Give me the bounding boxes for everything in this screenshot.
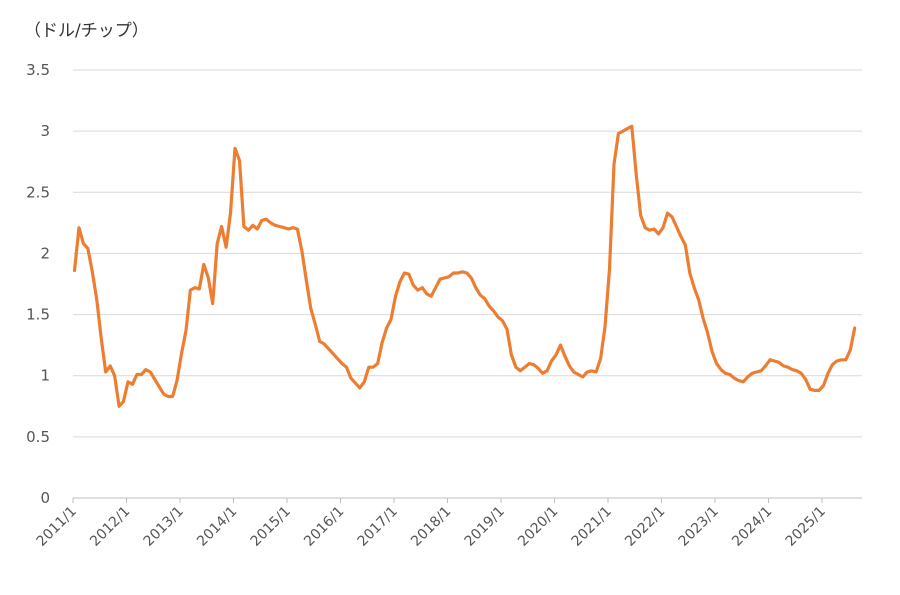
x-tick-label: 2024/1 bbox=[729, 504, 775, 550]
gridlines bbox=[73, 69, 862, 438]
x-tick-label: 2021/1 bbox=[569, 504, 615, 550]
x-tick-label: 2022/1 bbox=[622, 504, 668, 550]
y-tick-label: 0 bbox=[40, 489, 50, 507]
y-tick-label: 3.5 bbox=[26, 61, 50, 79]
x-tick-label: 2013/1 bbox=[141, 504, 187, 550]
x-tick-label: 2017/1 bbox=[355, 504, 401, 550]
x-tick-label: 2014/1 bbox=[194, 504, 240, 550]
y-tick-label: 2.5 bbox=[26, 183, 50, 201]
y-axis-unit-label: （ドル/チップ） bbox=[24, 21, 149, 41]
x-tick-label: 2025/1 bbox=[783, 504, 829, 550]
y-tick-label: 1 bbox=[40, 367, 50, 385]
y-tick-label: 3 bbox=[40, 122, 50, 140]
y-axis-ticks: 0 0.5 1 1.5 2 2.5 3 3.5 bbox=[26, 61, 50, 507]
y-tick-label: 2 bbox=[40, 244, 50, 262]
x-tick-label: 2011/1 bbox=[34, 504, 80, 550]
y-tick-label: 0.5 bbox=[26, 428, 50, 446]
y-tick-label: 1.5 bbox=[26, 306, 50, 324]
x-tick-label: 2018/1 bbox=[408, 504, 454, 550]
series-line bbox=[72, 124, 857, 408]
x-tick-label: 2012/1 bbox=[87, 504, 133, 550]
x-tick-label: 2023/1 bbox=[676, 504, 722, 550]
x-tick-label: 2015/1 bbox=[248, 504, 294, 550]
x-tick-label: 2020/1 bbox=[515, 504, 561, 550]
x-tick-label: 2019/1 bbox=[462, 504, 508, 550]
series-layer bbox=[72, 124, 857, 408]
x-tick-label: 2016/1 bbox=[301, 504, 347, 550]
x-axis: 2011/1 2012/1 2013/1 2014/1 2015/1 2016/1 2017… bbox=[34, 497, 862, 550]
